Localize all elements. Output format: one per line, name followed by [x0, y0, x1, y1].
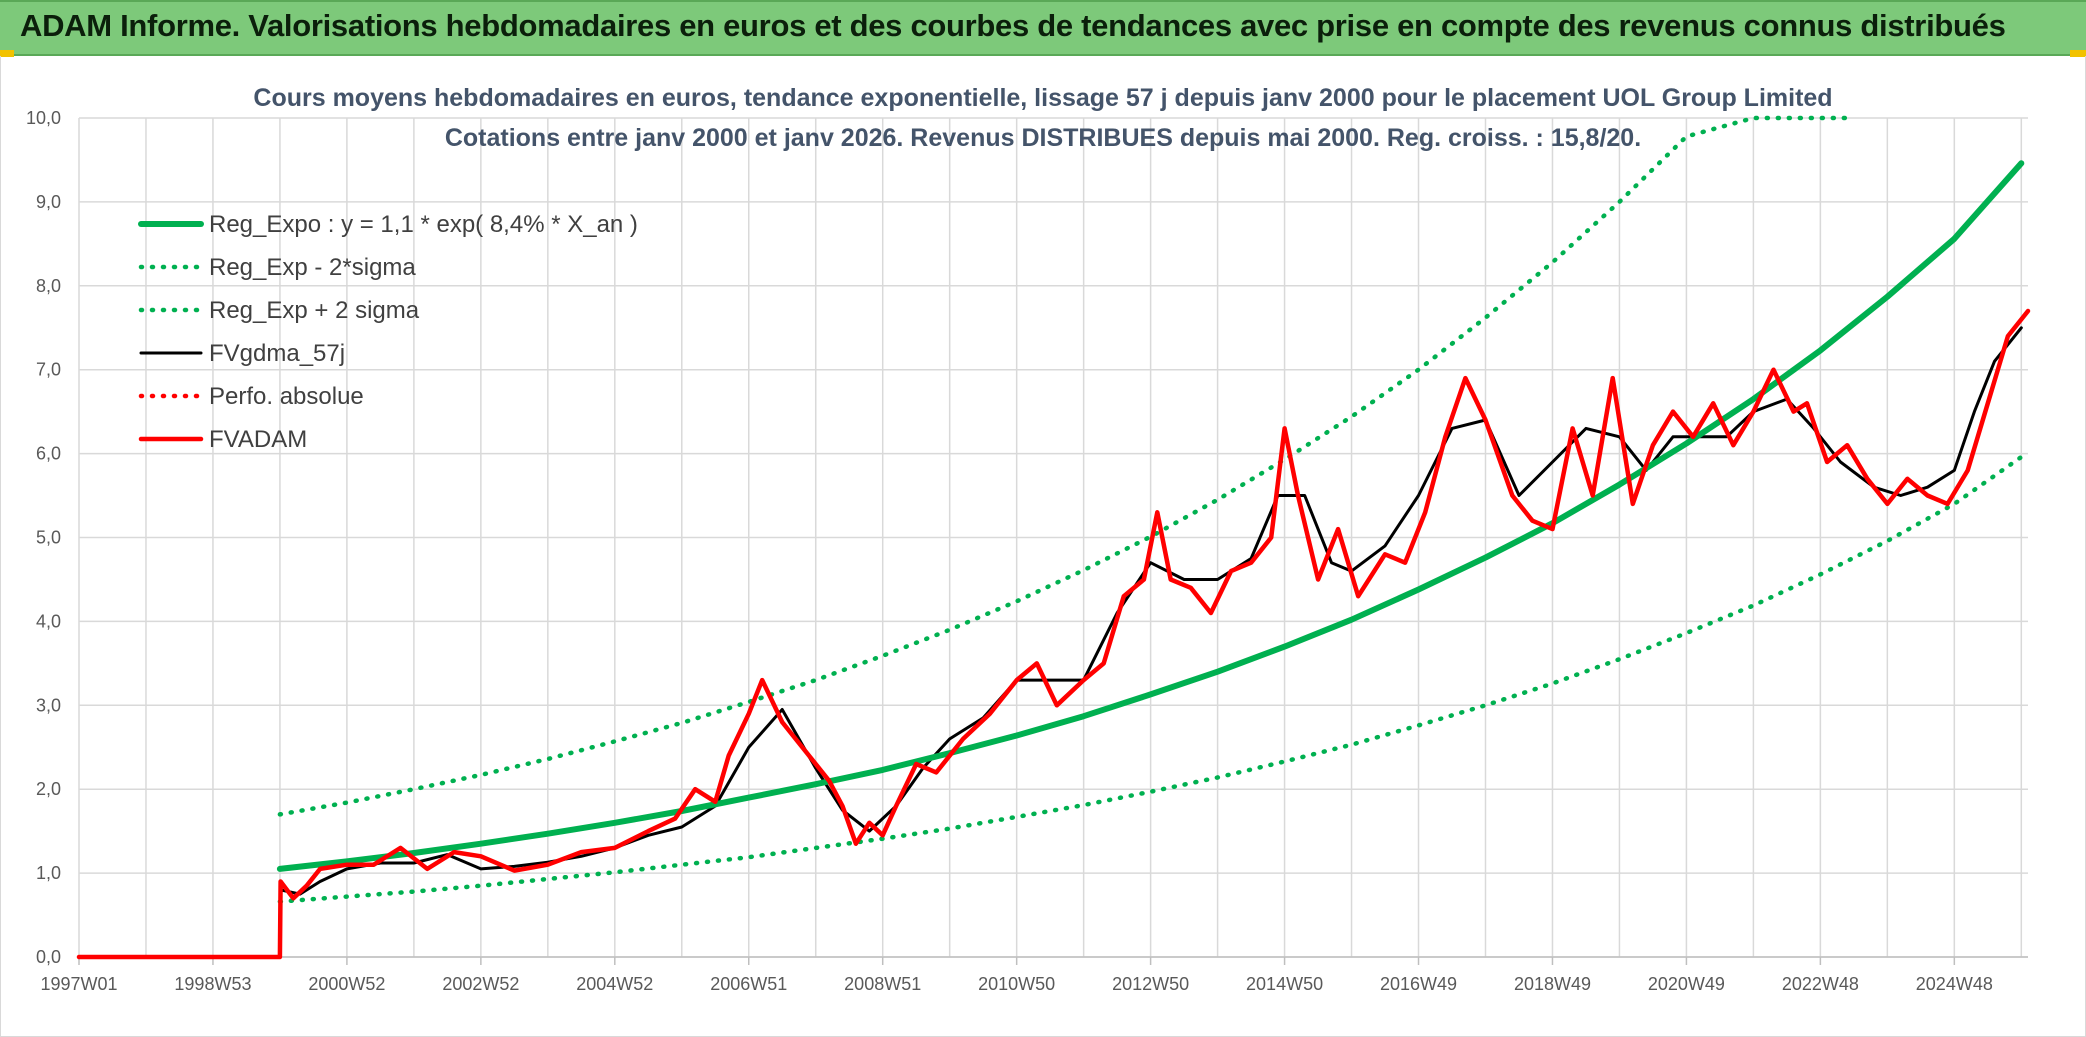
x-tick-label: 2000W52 [308, 974, 385, 994]
x-tick-label: 2018W49 [1514, 974, 1591, 994]
legend-label: Perfo. absolue [209, 383, 364, 410]
x-tick-label: 2022W48 [1782, 974, 1859, 994]
x-tick-label: 2002W52 [442, 974, 519, 994]
x-tick-label: 1997W01 [40, 974, 117, 994]
legend: Reg_Expo : y = 1,1 * exp( 8,4% * X_an ) R… [138, 211, 638, 453]
y-tick-label: 8,0 [36, 276, 61, 296]
axes: 0,0 1,0 2,0 3,0 4,0 5,0 6,0 7,0 8,0 9,0 10,0 1997W0… [26, 108, 2028, 994]
x-tick-label: 1998W53 [174, 974, 251, 994]
right-corner-accent [2070, 50, 2086, 57]
x-tick-label: 2008W51 [844, 974, 921, 994]
y-tick-label: 4,0 [36, 611, 61, 631]
chart-title: Cours moyens hebdomadaires en euros, ten… [253, 84, 1832, 112]
y-tick-label: 2,0 [36, 779, 61, 799]
series-line-0 [276, 160, 2025, 872]
legend-label: FVADAM [209, 426, 307, 453]
x-tick-label: 2012W50 [1112, 974, 1189, 994]
legend-label: Reg_Exp + 2 sigma [209, 297, 420, 324]
y-tick-label: 10,0 [26, 108, 61, 128]
x-tick-label: 2004W52 [576, 974, 653, 994]
line-chart: 0,0 1,0 2,0 3,0 4,0 5,0 6,0 7,0 8,0 9,0 10,0 1997W0… [26, 84, 2031, 994]
y-tick-label: 3,0 [36, 695, 61, 715]
left-corner-accent [0, 50, 14, 57]
series-lines [76, 115, 2031, 960]
x-tick-label: 2010W50 [978, 974, 1055, 994]
y-tick-label: 7,0 [36, 360, 61, 380]
legend-label: FVgdma_57j [209, 340, 345, 367]
y-tick-label: 6,0 [36, 444, 61, 464]
report-title: ADAM Informe. Valorisations hebdomadaire… [20, 8, 2006, 43]
grid-lines [78, 117, 2028, 958]
series-line-2 [277, 115, 1850, 817]
chart-subtitle: Cotations entre janv 2000 et janv 2026. … [445, 124, 1641, 152]
series-line-1 [277, 454, 2024, 904]
y-tick-label: 5,0 [36, 528, 61, 548]
x-tick-label: 2014W50 [1246, 974, 1323, 994]
report-banner: ADAM Informe. Valorisations hebdomadaire… [0, 0, 2086, 56]
x-tick-label: 2016W49 [1380, 974, 1457, 994]
x-tick-label: 2006W51 [710, 974, 787, 994]
y-tick-label: 1,0 [36, 863, 61, 883]
chart-frame: 0,0 1,0 2,0 3,0 4,0 5,0 6,0 7,0 8,0 9,0 10,0 1997W0… [0, 56, 2086, 1037]
y-tick-label: 9,0 [36, 192, 61, 212]
y-tick-label: 0,0 [36, 947, 61, 967]
legend-label: Reg_Exp - 2*sigma [209, 254, 416, 281]
legend-label: Reg_Expo : y = 1,1 * exp( 8,4% * X_an ) [209, 211, 638, 238]
x-tick-label: 2024W48 [1916, 974, 1993, 994]
x-tick-label: 2020W49 [1648, 974, 1725, 994]
series-line-5 [76, 308, 2031, 960]
